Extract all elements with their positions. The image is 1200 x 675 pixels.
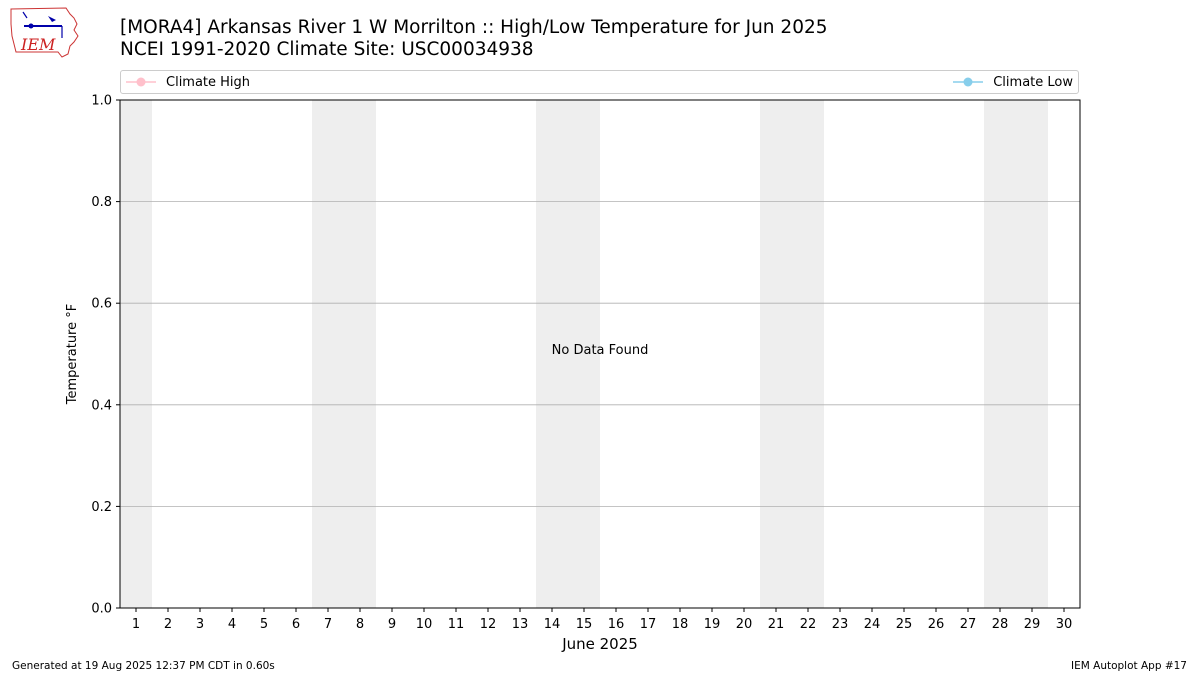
x-tick-label: 20 [736,617,753,632]
x-tick-label: 19 [704,617,721,632]
x-tick-label: 21 [768,617,785,632]
chart-title: [MORA4] Arkansas River 1 W Morrilton :: … [120,17,828,61]
weekend-band [312,100,376,608]
legend-item-climate-low: Climate Low [953,71,1073,93]
title-line-2: NCEI 1991-2020 Climate Site: USC00034938 [120,39,534,60]
generated-timestamp: Generated at 19 Aug 2025 12:37 PM CDT in… [12,660,275,672]
y-axis-ticks: 0.0 0.2 0.4 0.6 0.8 1.0 [91,94,120,617]
x-tick-label: 3 [196,617,204,632]
legend-item-climate-high: Climate High [126,71,250,93]
x-tick-label: 8 [356,617,364,632]
y-tick-label: 0.6 [91,297,112,312]
x-tick-label: 17 [640,617,657,632]
y-tick-label: 0.2 [91,500,112,515]
legend-label-climate-low: Climate Low [993,74,1073,90]
x-tick-label: 14 [544,617,561,632]
x-tick-label: 28 [992,617,1009,632]
grid-lines [120,201,1080,507]
x-tick-label: 24 [864,617,881,632]
chart-legend: Climate High Climate Low [120,70,1079,94]
y-tick-label: 1.0 [91,94,112,109]
iem-logo-graphic: IEM [10,7,79,58]
weekend-band [984,100,1048,608]
x-tick-label: 18 [672,617,689,632]
no-data-annotation: No Data Found [552,343,649,358]
x-tick-label: 13 [512,617,529,632]
autoplot-app-label: IEM Autoplot App #17 [1071,660,1187,672]
y-tick-label: 0.8 [91,195,112,210]
x-tick-label: 30 [1056,617,1073,632]
x-tick-label: 7 [324,617,332,632]
x-tick-label: 11 [448,617,465,632]
weekend-band [760,100,824,608]
x-tick-label: 22 [800,617,817,632]
title-line-1: [MORA4] Arkansas River 1 W Morrilton :: … [120,17,828,38]
x-tick-label: 1 [132,617,140,632]
x-tick-label: 15 [576,617,593,632]
legend-marker-climate-low [953,77,984,87]
x-tick-label: 16 [608,617,625,632]
x-tick-label: 12 [480,617,497,632]
legend-label-climate-high: Climate High [166,74,251,90]
x-tick-label: 2 [164,617,172,632]
iem-logo: IEM [8,6,80,58]
plot-frame [119,99,1081,609]
weekend-bands [120,100,1048,608]
x-tick-label: 9 [388,617,396,632]
x-tick-label: 5 [260,617,268,632]
x-tick-label: 4 [228,617,236,632]
x-tick-label: 25 [896,617,913,632]
y-tick-label: 0.4 [91,398,112,413]
x-axis-ticks: 1 2 3 4 5 6 7 8 9 10 11 12 13 14 15 16 17 18 19 20 21 22 23 24 2… [132,608,1072,632]
weekend-band [536,100,600,608]
x-tick-label: 23 [832,617,849,632]
y-tick-label: 0.0 [91,602,112,617]
y-axis-label: Temperature °F [65,304,80,405]
x-tick-label: 10 [416,617,433,632]
weekend-band [120,100,152,608]
svg-text:IEM: IEM [20,35,56,54]
x-tick-label: 6 [292,617,300,632]
x-tick-label: 26 [928,617,945,632]
x-tick-label: 27 [960,617,977,632]
x-axis-label: June 2025 [561,635,638,653]
x-tick-label: 29 [1024,617,1041,632]
legend-marker-climate-high [126,77,156,87]
